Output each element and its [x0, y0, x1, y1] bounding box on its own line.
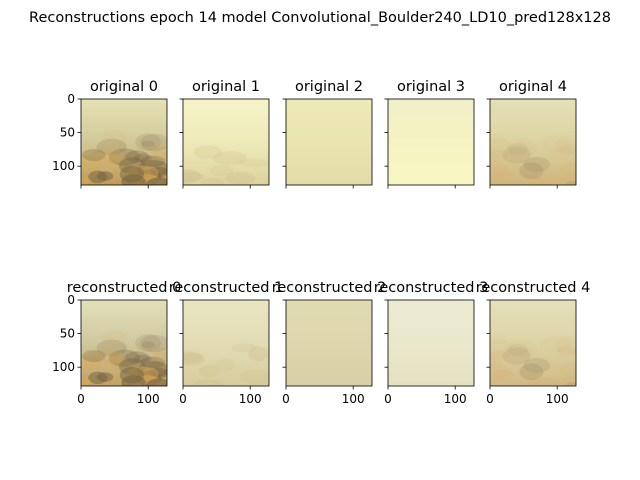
y-tick-label: 50	[60, 126, 75, 140]
panel-original-4: original 4	[486, 79, 577, 189]
axes-frame	[80, 98, 168, 186]
figure-title: Reconstructions epoch 14 model Convoluti…	[29, 10, 611, 26]
panel-title: reconstructed 3	[374, 280, 489, 296]
y-tick-label: 100	[52, 159, 75, 173]
y-tick-label: 50	[60, 327, 75, 341]
axes-frame	[285, 98, 373, 186]
x-tick-label: 100	[239, 392, 262, 406]
x-tick-label: 0	[486, 392, 494, 406]
x-tick-label: 0	[282, 392, 290, 406]
panel-original-2: original 2	[282, 79, 373, 189]
y-tick-label: 0	[67, 92, 75, 106]
panel-original-3: original 3	[384, 79, 475, 189]
x-tick-label: 0	[77, 392, 85, 406]
image-grid: original 0 0 50 100 original 1 original 2 orig…	[52, 79, 590, 406]
axes-frame	[182, 98, 270, 186]
panel-title: original 1	[192, 79, 260, 95]
axes-frame	[489, 98, 577, 186]
panel-reconstructed-2: reconstructed 2 0 100	[272, 280, 387, 406]
y-tick-label: 100	[52, 360, 75, 374]
panel-title: reconstructed 1	[169, 280, 284, 296]
panel-image	[81, 99, 167, 185]
haze-texture	[183, 145, 269, 185]
rock-texture	[490, 333, 576, 386]
panel-title: original 2	[295, 79, 363, 95]
panel-image	[388, 300, 474, 386]
panel-title: reconstructed 0	[67, 280, 182, 296]
panel-image	[286, 300, 372, 386]
axes-frame	[80, 299, 168, 387]
panel-reconstructed-4: reconstructed 4 0 100	[476, 280, 591, 406]
x-tick-label: 0	[179, 392, 187, 406]
panel-image	[81, 300, 167, 386]
panel-title: original 4	[499, 79, 567, 95]
panel-title: original 3	[397, 79, 465, 95]
x-tick-label: 100	[444, 392, 467, 406]
panel-image	[490, 300, 576, 386]
y-tick-label: 0	[67, 293, 75, 307]
panel-reconstructed-3: reconstructed 3 0 100	[374, 280, 489, 406]
axes-frame	[489, 299, 577, 387]
panel-image	[490, 99, 576, 185]
panel-title: original 0	[90, 79, 158, 95]
panel-original-1: original 1	[179, 79, 270, 189]
axes-frame	[182, 299, 270, 387]
axes-frame	[387, 98, 475, 186]
x-tick-label: 100	[546, 392, 569, 406]
x-tick-label: 0	[384, 392, 392, 406]
panel-image	[183, 300, 269, 386]
haze-texture	[183, 343, 269, 386]
panel-title: reconstructed 4	[476, 280, 591, 296]
x-tick-label: 100	[137, 392, 160, 406]
x-tick-label: 100	[342, 392, 365, 406]
panel-title: reconstructed 2	[272, 280, 387, 296]
panel-image	[183, 99, 269, 185]
rock-texture	[81, 129, 167, 185]
axes-frame	[387, 299, 475, 387]
panel-original-0: original 0 0 50 100	[52, 79, 168, 189]
rock-texture	[490, 132, 576, 185]
axes-frame	[285, 299, 373, 387]
rock-texture	[81, 330, 167, 386]
panel-reconstructed-1: reconstructed 1 0 100	[169, 280, 284, 406]
panel-image	[388, 99, 474, 185]
panel-image	[286, 99, 372, 185]
